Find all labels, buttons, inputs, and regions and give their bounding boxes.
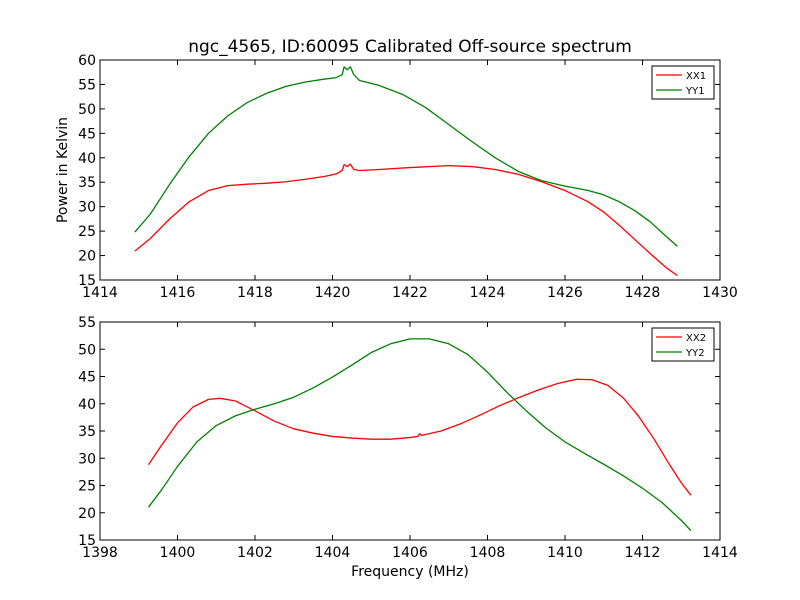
y-tick-label: 45 [78,126,96,142]
x-tick-label: 1426 [547,285,583,301]
series-line-yy1 [134,66,678,247]
y-tick-label: 15 [78,533,96,549]
y-tick-label: 25 [78,224,96,240]
legend-label: XX1 [686,71,706,82]
x-tick-label: 1402 [237,545,273,561]
y-tick-label: 30 [78,200,96,216]
y-tick-label: 40 [78,151,96,167]
plot-frame [99,321,721,541]
y-tick-label: 40 [78,397,96,413]
x-tick-label: 1414 [702,545,738,561]
x-tick-label: 1404 [315,545,351,561]
plot-area [100,60,720,280]
x-tick-label: 1400 [160,545,196,561]
x-tick-label: 1398 [82,545,118,561]
y-tick-label: 30 [78,451,96,467]
x-tick-label: 1406 [392,545,428,561]
series-group [147,338,692,532]
y-tick-label: 50 [78,102,96,118]
figure-title: ngc_4565, ID:60095 Calibrated Off-source… [188,37,632,57]
legend-label: XX2 [686,333,706,344]
y-tick-label: 20 [78,249,96,265]
x-tick-label: 1418 [237,285,273,301]
y-tick-label: 20 [78,506,96,522]
x-tick-label: 1416 [160,285,196,301]
y-axis-label: Power in Kelvin [55,117,71,223]
x-axis-label: Frequency (MHz) [351,564,469,580]
y-tick-label: 35 [78,175,96,191]
y-tick-label: 25 [78,479,96,495]
x-tick-label: 1424 [470,285,506,301]
x-tick-label: 1422 [392,285,428,301]
y-tick-label: 50 [78,342,96,358]
x-tick-label: 1430 [702,285,738,301]
legend-label: YY2 [685,348,705,359]
y-tick-label: 55 [78,77,96,93]
plot-area [100,322,720,540]
series-group [134,66,678,277]
series-line-xx2 [147,378,692,496]
plot-frame [99,59,721,281]
x-tick-label: 1412 [625,545,661,561]
y-tick-label: 45 [78,370,96,386]
top-plot: 1414 1416 1418 1420 1422 1424 1426 1428 1430 15 20… [55,53,738,301]
legend-box [651,65,715,100]
x-tick-label: 1410 [547,545,583,561]
series-line-yy2 [147,338,692,532]
y-tick-label: 35 [78,424,96,440]
legend-label: YY1 [685,86,705,97]
series-line-xx1 [134,163,678,277]
x-tick-label: 1408 [470,545,506,561]
x-tick-label: 1428 [625,285,661,301]
x-tick-label: 1420 [315,285,351,301]
x-tick-label: 1414 [82,285,118,301]
y-tick-label: 60 [78,53,96,69]
bottom-plot: 1398 1400 1402 1404 1406 1408 1410 1412 1414 15 20… [78,315,738,580]
y-tick-label: 15 [78,273,96,289]
y-tick-label: 55 [78,315,96,331]
legend-box [651,327,715,362]
